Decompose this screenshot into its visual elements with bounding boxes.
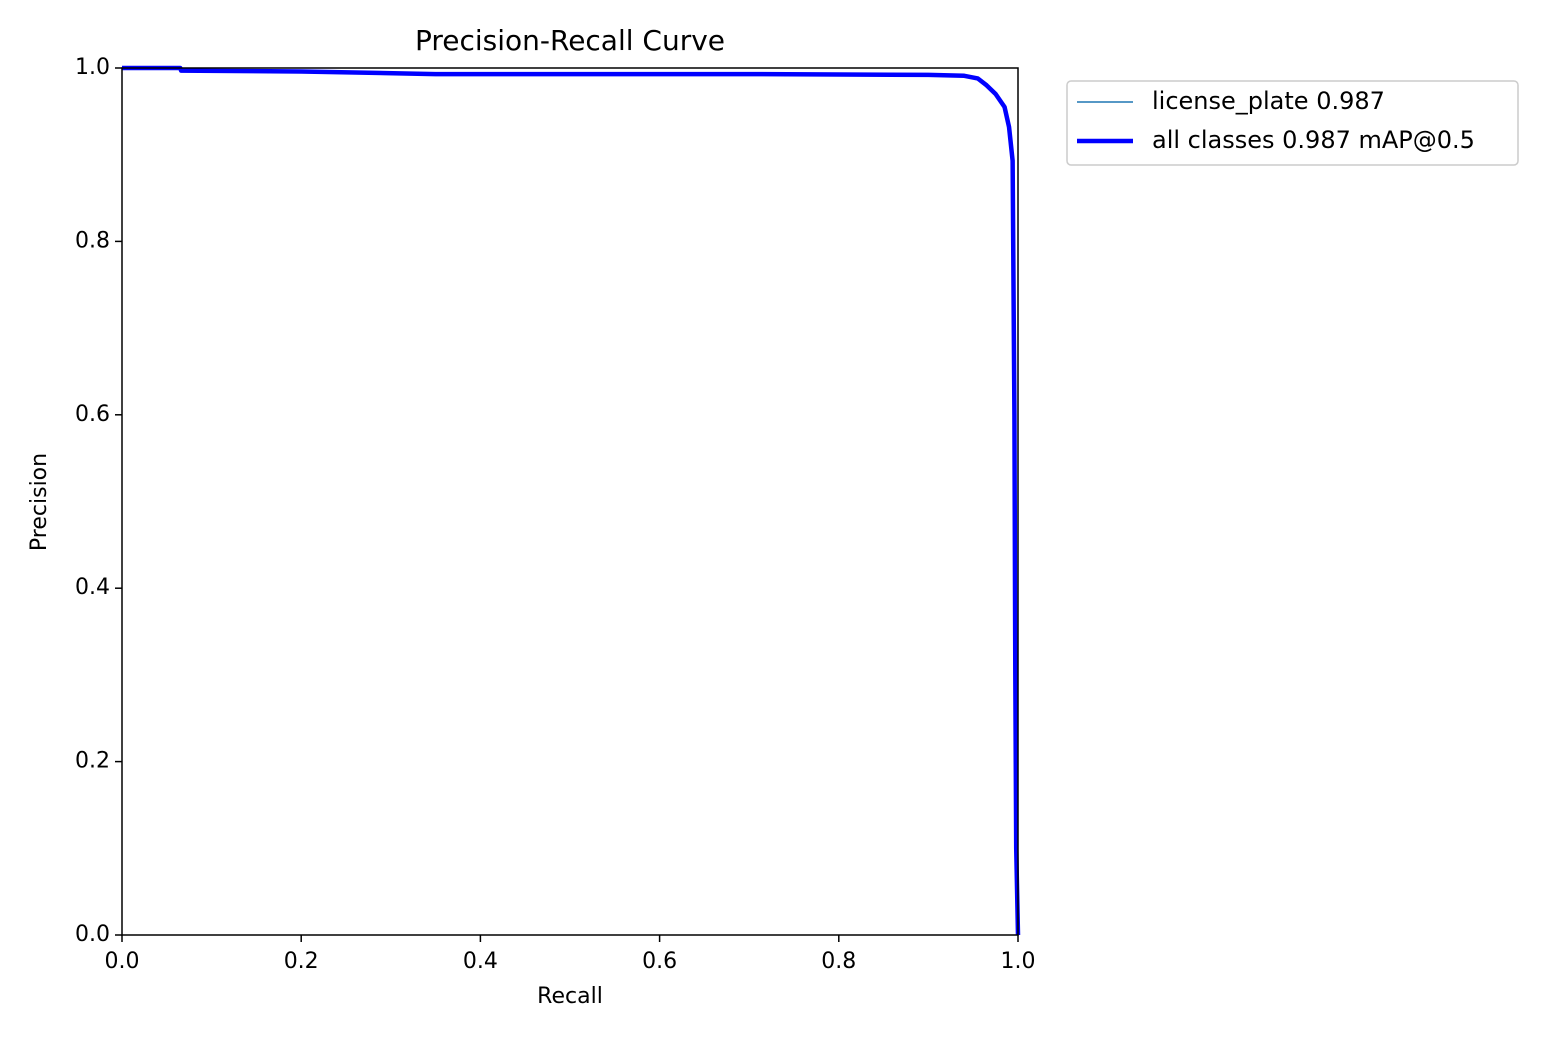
x-tick-label: 0.4 (463, 949, 498, 974)
x-tick-label: 0.6 (642, 949, 677, 974)
x-tick-label: 0.8 (821, 949, 856, 974)
legend-box (1066, 80, 1519, 166)
legend-label: license_plate 0.987 (1152, 87, 1385, 115)
chart-title: Precision-Recall Curve (415, 24, 725, 57)
plot-frame (121, 67, 1019, 936)
x-tick-label: 1.0 (1001, 949, 1036, 974)
legend-label: all classes 0.987 mAP@0.5 (1152, 126, 1475, 154)
pr-curve (122, 65, 1021, 936)
y-tick-label: 0.0 (75, 922, 110, 947)
x-axis-label: Recall (537, 984, 603, 1009)
x-tick-label: 0.0 (105, 949, 140, 974)
y-tick-label: 0.6 (75, 402, 110, 427)
y-tick-label: 0.2 (75, 749, 110, 774)
y-tick-label: 0.4 (75, 575, 110, 600)
y-axis-label: Precision (27, 453, 52, 551)
x-tick-label: 0.2 (284, 949, 319, 974)
y-tick-label: 1.0 (75, 55, 110, 80)
y-tick-label: 0.8 (75, 228, 110, 253)
pr-curve (122, 67, 1019, 936)
